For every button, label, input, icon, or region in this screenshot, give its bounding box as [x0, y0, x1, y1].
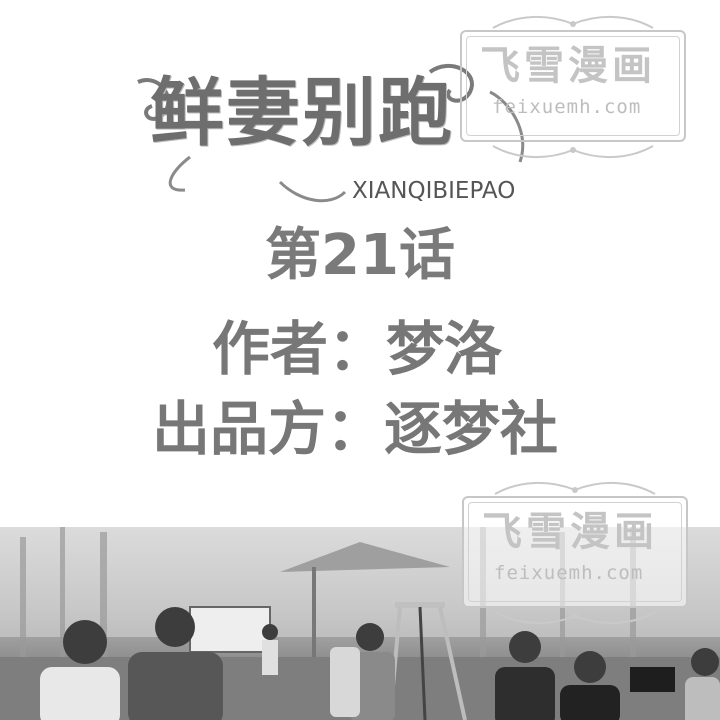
watermark-bottom: 飞雪漫画 feixuemh.com	[450, 478, 700, 628]
logo-swirl-ornament	[137, 64, 525, 203]
watermark-ornament-icon	[494, 482, 656, 495]
watermark-ornament-icon	[494, 611, 656, 624]
watermark-title: 飞雪漫画	[480, 43, 656, 89]
watermark-frame-inner	[468, 502, 682, 602]
watermark-url: feixuemh.com	[494, 562, 644, 584]
watermark-frame-inner	[466, 36, 680, 136]
watermark-ornament-icon	[492, 145, 654, 158]
author-credit: 作者：梦洛	[212, 315, 503, 383]
series-title-chinese: 鲜妻别跑	[150, 70, 454, 156]
series-title-pinyin: XIANQIBIEPAO	[352, 178, 516, 204]
watermark-url: feixuemh.com	[492, 96, 642, 118]
watermark-frame	[462, 496, 688, 608]
chapter-title: 第21话	[265, 223, 455, 288]
watermark-frame	[460, 30, 686, 142]
publisher-credit: 出品方：逐梦社	[152, 395, 559, 463]
series-logo: 鲜妻别跑 XIANQIBIEPAO	[130, 62, 550, 212]
watermark-title: 飞雪漫画	[482, 509, 658, 555]
watermark-ornament-icon	[492, 16, 654, 29]
watermark-top: 飞雪漫画 feixuemh.com	[448, 12, 698, 162]
